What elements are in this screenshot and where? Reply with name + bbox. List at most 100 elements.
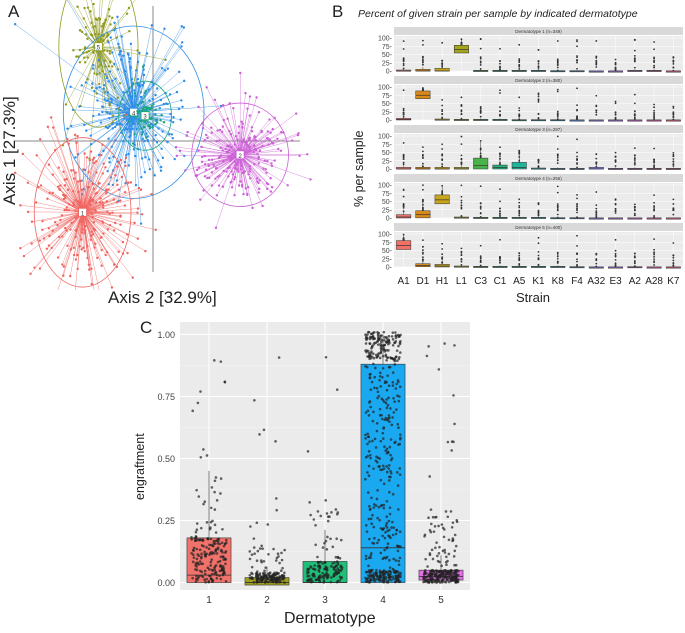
panel-a-ordination-plot: 5 4 3 2 1	[13, 0, 312, 290]
facet-y-tick-label: 0-	[386, 69, 393, 76]
x-tick-label-A2: A2	[629, 276, 642, 287]
facet-strip	[394, 125, 683, 133]
box-C3	[473, 157, 489, 170]
y-tick-label: 0.50	[157, 454, 175, 464]
cluster-5-ellipse	[58, 0, 139, 128]
cluster-1-centroid	[78, 207, 87, 217]
box-A1	[396, 240, 412, 250]
y-tick-label: 0.00	[157, 578, 175, 588]
x-tick-label-5: 5	[438, 595, 444, 606]
panel-c-letter: C	[140, 318, 153, 337]
y-tick-label: 1.00	[157, 330, 175, 340]
cluster-5-centroid	[94, 42, 103, 52]
facet-strip-label: Dermatotype 5 (n=400)	[515, 225, 562, 230]
y-tick-label: 0.75	[157, 392, 175, 402]
cluster-3-label: 3	[143, 115, 147, 121]
cluster-5-label: 5	[97, 46, 101, 52]
facet-y-tick-label: 0-	[386, 118, 393, 125]
panel-b-facet-5: Dermatotype 5 (n=400) 100-75-50-25- 0-	[378, 223, 683, 272]
x-tick-label-K7: K7	[667, 276, 680, 287]
facet-y-tick-label: 25-	[382, 109, 393, 116]
facet-strip-label: Dermatotype 3 (n=297)	[515, 127, 562, 132]
panel-b-facet-1: Dermatotype 1 (n=349) 100-75-50-25- 0-	[378, 27, 683, 76]
facet-strip-label: Dermatotype 4 (n=256)	[515, 176, 562, 181]
x-tick-label-A1: A1	[398, 276, 411, 287]
panel-b-facet-4: Dermatotype 4 (n=256) 100-75-50-25- 0-	[378, 174, 683, 223]
box-D1	[415, 210, 431, 219]
facet-y-tick-label: 50-	[382, 150, 393, 157]
x-tick-label-A28: A28	[645, 276, 663, 287]
facet-y-tick-label: 100-	[378, 232, 393, 239]
facet-y-tick-label: 100-	[378, 134, 393, 141]
cluster-3: 3	[118, 65, 172, 151]
panel-b-letter: B	[332, 2, 344, 21]
panel-a-letter: A	[8, 2, 20, 21]
cluster-3-ellipse	[118, 80, 172, 151]
facet-strip-label: Dermatotype 1 (n=349)	[515, 29, 562, 34]
x-tick-label-K8: K8	[552, 276, 565, 287]
cluster-2: 2	[174, 71, 312, 230]
x-tick-label-C3: C3	[474, 276, 487, 287]
facet-strip	[394, 174, 683, 182]
facet-y-tick-label: 75-	[382, 44, 393, 51]
facet-y-tick-label: 50-	[382, 199, 393, 206]
x-tick-label-2: 2	[264, 595, 270, 606]
facet-strip	[394, 223, 683, 231]
x-tick-label-3: 3	[322, 595, 328, 606]
x-tick-label-L1: L1	[456, 276, 468, 287]
panel-b-xlabel: Strain	[516, 290, 550, 305]
x-tick-label-H1: H1	[436, 276, 449, 287]
facet-y-tick-label: 75-	[382, 142, 393, 149]
panel-a-xlabel: Axis 2 [32.9%]	[108, 288, 217, 307]
y-tick-label: 0.25	[157, 516, 175, 526]
facet-y-tick-label: 100-	[378, 36, 393, 43]
facet-y-tick-label: 25-	[382, 256, 393, 263]
facet-y-tick-label: 0-	[386, 216, 393, 223]
x-tick-label-K1: K1	[532, 276, 545, 287]
panel-b-faceted-boxplot: Dermatotype 1 (n=349)100-75-50-25-0-Derm…	[378, 27, 683, 287]
facet-y-tick-label: 75-	[382, 93, 393, 100]
box-A1	[396, 214, 412, 219]
x-tick-label-D1: D1	[417, 276, 430, 287]
facet-strip-label: Dermatotype 2 (n=380)	[515, 78, 562, 83]
cluster-2-label: 2	[238, 154, 242, 160]
cluster-1: 1	[13, 113, 157, 290]
dermatotype-3	[302, 355, 348, 584]
cluster-3-centroid	[140, 111, 150, 121]
dermatotype-5	[418, 342, 464, 584]
cluster-1-ellipse	[33, 137, 132, 288]
box-A5	[511, 162, 527, 170]
panel-b-facet-3: Dermatotype 3 (n=297) 100-75-50-25- 0-	[378, 125, 683, 174]
x-tick-label-A5: A5	[513, 276, 526, 287]
box-D1	[415, 90, 431, 99]
cluster-4-ellipse	[62, 25, 205, 199]
facet-y-tick-label: 25-	[382, 60, 393, 67]
facet-strip	[394, 27, 683, 35]
facet-y-tick-label: 100-	[378, 85, 393, 92]
facet-y-tick-label: 100-	[378, 183, 393, 190]
cluster-4-label: 4	[132, 111, 136, 117]
box-L1	[453, 45, 469, 54]
dermatotype-2	[244, 356, 290, 586]
panel-c-xlabel: Dermatotype	[284, 610, 376, 627]
x-tick-label-C1: C1	[494, 276, 507, 287]
x-tick-label-E3: E3	[609, 276, 622, 287]
dermatotype-1	[186, 359, 232, 584]
panel-c-ylabel: engraftment	[133, 433, 147, 500]
facet-y-tick-label: 0-	[386, 265, 393, 272]
x-tick-label-A32: A32	[587, 276, 605, 287]
x-tick-label-F4: F4	[571, 276, 583, 287]
facet-y-tick-label: 50-	[382, 101, 393, 108]
facet-y-tick-label: 75-	[382, 191, 393, 198]
panel-b-title: Percent of given strain per sample by in…	[358, 8, 638, 20]
cluster-1-label: 1	[81, 211, 85, 217]
facet-strip	[394, 76, 683, 84]
facet-y-tick-label: 50-	[382, 248, 393, 255]
x-tick-label-1: 1	[206, 595, 212, 606]
facet-y-tick-label: 25-	[382, 207, 393, 214]
panel-b-facet-2: Dermatotype 2 (n=380) 100-75-50-25- 0-	[378, 76, 683, 125]
cluster-2-centroid	[235, 150, 245, 160]
facet-y-tick-label: 25-	[382, 158, 393, 165]
dermatotype-4	[360, 330, 406, 584]
